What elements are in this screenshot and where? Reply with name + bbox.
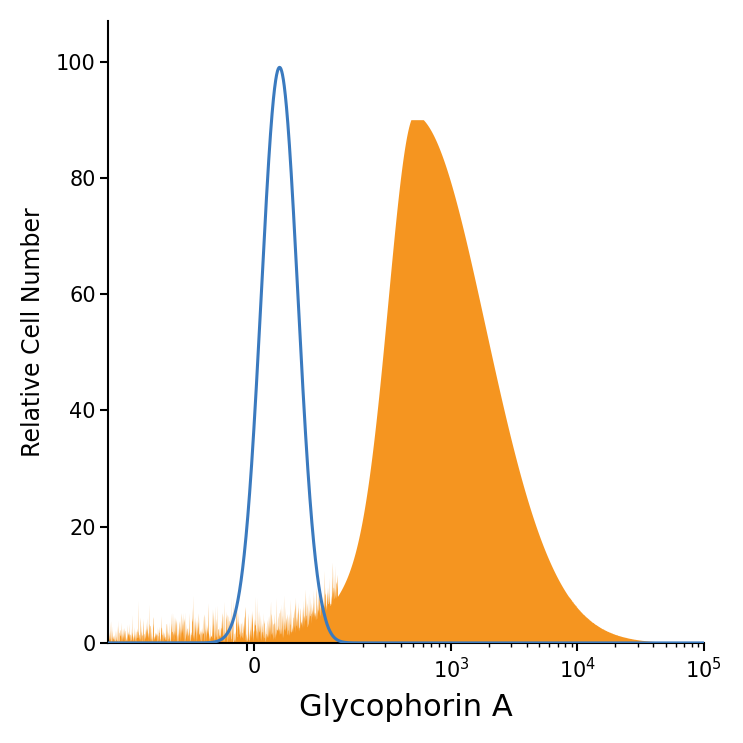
Y-axis label: Relative Cell Number: Relative Cell Number bbox=[21, 207, 45, 457]
X-axis label: Glycophorin A: Glycophorin A bbox=[299, 693, 513, 722]
